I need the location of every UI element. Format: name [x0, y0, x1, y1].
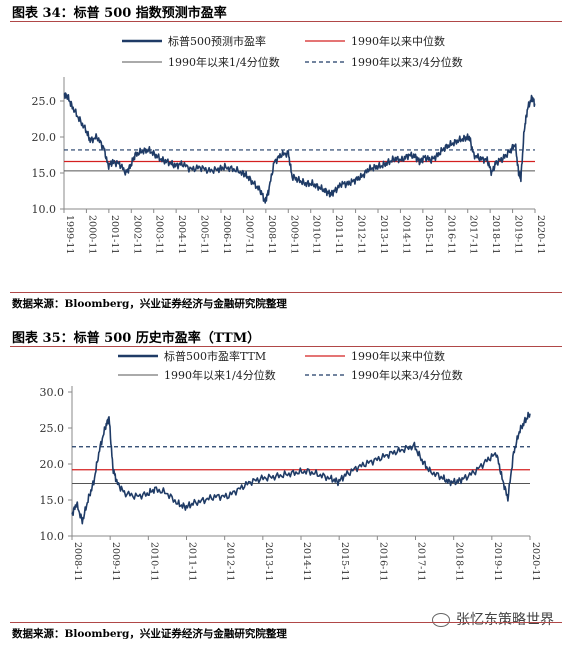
- series-line: [63, 92, 536, 204]
- y-tick-label: 15.0: [40, 494, 65, 507]
- source-rule: [10, 622, 562, 623]
- chart-forward-pe: 10.0 15.0 20.0 25.0 1999-11 2000-11 2001-11 200…: [32, 34, 547, 254]
- x-tick-label: 2011-11: [333, 215, 344, 254]
- x-tick-label: 2004-11: [176, 215, 187, 254]
- x-tick-label: 2014-11: [301, 542, 312, 581]
- x-tick-label: 2007-11: [243, 215, 254, 254]
- x-tick-label: 2017-11: [416, 542, 427, 581]
- x-tick-label: 2009-11: [110, 542, 121, 581]
- watermark: 张忆东策略世界: [432, 609, 554, 629]
- x-tick-label: 2010-11: [311, 215, 322, 254]
- figure-35-source: 数据来源：Bloomberg，兴业证券经济与金融研究院整理: [12, 628, 287, 640]
- x-tick-label: 2014-11: [400, 215, 411, 254]
- x-tick-label: 2012-11: [356, 215, 367, 254]
- x-tick-label: 2001-11: [109, 215, 120, 254]
- x-tick-label: 2015-11: [423, 215, 434, 254]
- x-tick-label: 2020-11: [530, 542, 541, 581]
- y-tick-label: 20.0: [40, 458, 65, 471]
- x-tick-label: 2008-11: [266, 215, 277, 254]
- x-tick-label: 2003-11: [154, 215, 165, 254]
- x-tick-label: 2009-11: [288, 215, 299, 254]
- legend-label: 1990年以来1/4分位数: [168, 55, 280, 69]
- legend-label: 标普500预测市盈率: [168, 34, 266, 48]
- x-tick-label: 2008-11: [72, 542, 83, 581]
- legend-label: 1990年以来中位数: [351, 350, 445, 363]
- x-tick-label: 2002-11: [131, 215, 142, 254]
- y-tick-label: 10.0: [40, 530, 65, 543]
- x-tick-label: 2018-11: [454, 542, 465, 581]
- x-tick-label: 2018-11: [490, 215, 501, 254]
- figure-34-title: 图表 34：标普 500 指数预测市盈率: [12, 6, 227, 21]
- legend-label: 1990年以来3/4分位数: [351, 55, 463, 69]
- x-tick-label: 2016-11: [445, 215, 456, 254]
- x-tick-label: 2005-11: [199, 215, 210, 254]
- y-tick-label: 20.0: [32, 131, 57, 144]
- title-rule: [10, 346, 562, 347]
- x-tick-label: 2010-11: [148, 542, 159, 581]
- x-tick-label: 2019-11: [513, 215, 524, 254]
- legend-label: 1990年以来1/4分位数: [164, 368, 276, 382]
- y-tick-label: 25.0: [40, 422, 65, 435]
- x-tick-label: 2016-11: [377, 542, 388, 581]
- x-tick-label: 2015-11: [339, 542, 350, 581]
- x-tick-label: 2006-11: [221, 215, 232, 254]
- x-tick-label: 2011-11: [187, 542, 198, 581]
- legend-label: 标普500市盈率TTM: [164, 350, 266, 363]
- legend-label: 1990年以来中位数: [351, 34, 445, 48]
- chart-trailing-pe: 10.0 15.0 20.0 25.0 30.0 2008-11 2009-11 2010-1…: [40, 350, 542, 581]
- series-line: [71, 411, 531, 525]
- x-tick-label: 2000-11: [86, 215, 97, 254]
- y-tick-label: 15.0: [32, 167, 57, 180]
- y-tick-label: 10.0: [32, 203, 57, 216]
- x-tick-label: 1999-11: [64, 215, 75, 254]
- legend-label: 1990年以来3/4分位数: [351, 368, 463, 382]
- x-tick-label: 2019-11: [492, 542, 503, 581]
- y-tick-label: 25.0: [32, 95, 57, 108]
- x-tick-label: 2020-11: [535, 215, 546, 254]
- y-tick-label: 30.0: [40, 386, 65, 399]
- figure-34-source: 数据来源：Bloomberg，兴业证券经济与金融研究院整理: [12, 298, 287, 310]
- x-tick-label: 2017-11: [468, 215, 479, 254]
- title-rule: [10, 21, 562, 22]
- wechat-icon: [432, 613, 450, 627]
- figure-35-title: 图表 35：标普 500 历史市盈率（TTM）: [12, 331, 261, 346]
- source-rule: [10, 292, 562, 293]
- x-tick-label: 2013-11: [263, 542, 274, 581]
- x-tick-label: 2012-11: [225, 542, 236, 581]
- x-tick-label: 2013-11: [378, 215, 389, 254]
- watermark-text: 张忆东策略世界: [456, 612, 554, 628]
